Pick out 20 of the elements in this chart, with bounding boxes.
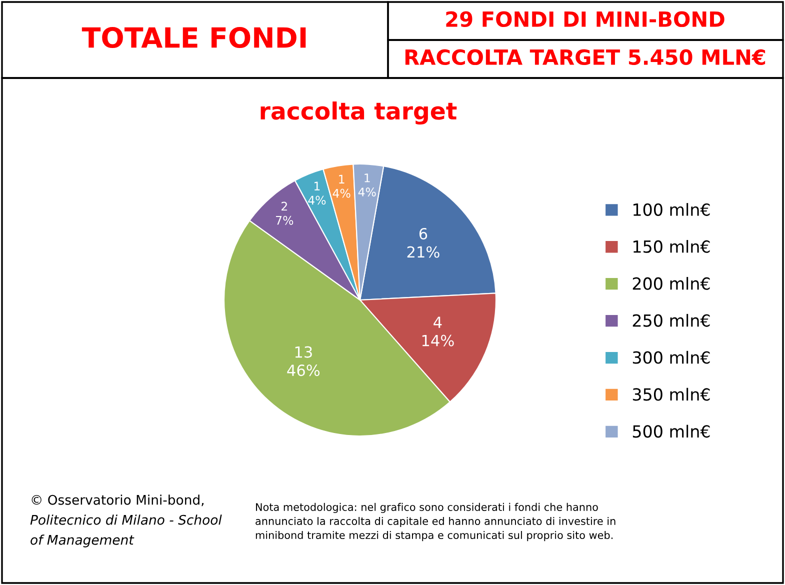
text: TOTALE FONDI (82, 27, 306, 48)
legend-label: 350 mln€ (632, 388, 710, 401)
legend-label: 100 mln€ (633, 203, 710, 216)
text: 29 FONDI DI MINI-BOND (446, 11, 724, 28)
chart-title: raccolta target (260, 101, 457, 125)
data-label: 2 7% (276, 202, 294, 225)
text: Nota metodologica: nel grafico sono considerati i fondi che hanno annunciato la raccolta di capitale ed hanno annunciato di investire in minibond tramite mezzi di stampa e comunicati sul proprio sito web. (256, 502, 616, 542)
data-label: 1 4% (332, 174, 350, 198)
legend-label: 200 mln€ (632, 276, 710, 290)
legend-label: 300 mln€ (632, 350, 710, 364)
data-label: 4 14% (422, 316, 454, 346)
data-label: 1 4% (358, 174, 376, 196)
data-label: 1 4% (308, 182, 326, 205)
text: © Osservatorio Mini-bond, Politecnico di Milano - School of Management (30, 494, 222, 548)
text: RACCOLTA TARGET 5.450 MLN€ (405, 49, 766, 66)
data-label: 13 46% (287, 346, 320, 376)
data-label: 6 21% (407, 228, 440, 258)
legend-label: 250 mln€ (632, 314, 710, 327)
legend-label: 150 mln€ (633, 240, 710, 253)
legend-label: 500 mln€ (632, 424, 710, 438)
